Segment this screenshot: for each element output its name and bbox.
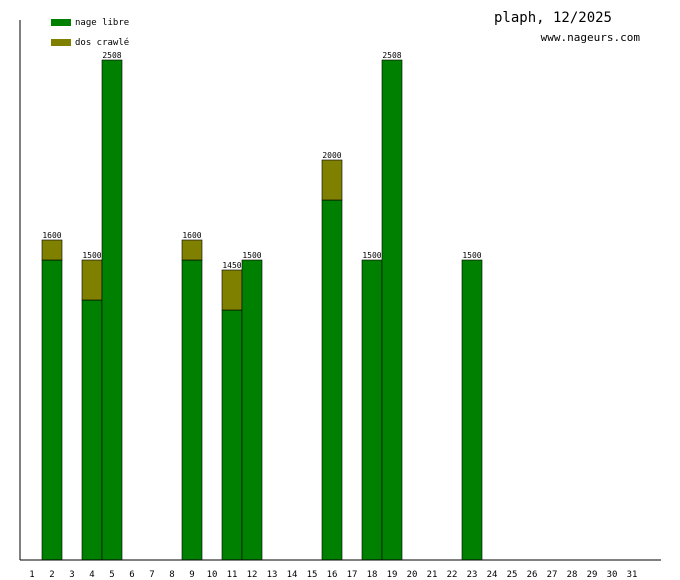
x-tick-label: 16 [327,570,338,580]
bar-total-label: 1600 [182,231,201,240]
bar-dos-crawle [41,239,63,261]
bars [41,59,483,561]
bar-dos-crawle [81,259,103,301]
x-tick-label: 30 [607,570,618,580]
x-tick-label: 23 [467,570,478,580]
x-tick-label: 19 [387,570,398,580]
bar-total-label: 2000 [322,151,341,160]
bar-total-label: 2508 [102,51,121,60]
x-tick-label: 14 [287,570,298,580]
bar-nage-libre [381,59,403,561]
x-tick-label: 5 [109,570,114,580]
bar-total-label: 1500 [242,251,261,260]
x-tick-label: 4 [89,570,94,580]
x-tick-label: 7 [149,570,154,580]
legend-swatch-dos-crawle [51,39,71,46]
x-tick-label: 22 [447,570,458,580]
x-tick-label: 10 [207,570,218,580]
x-tick-label: 20 [407,570,418,580]
x-tick-label: 28 [567,570,578,580]
legend-label-nage-libre: nage libre [75,18,129,28]
bar-nage-libre [181,259,203,561]
x-tick-label: 12 [247,570,258,580]
legend: nage libre dos crawlé [51,18,129,48]
bar-total-label: 1500 [82,251,101,260]
x-tick-label: 1 [29,570,34,580]
x-tick-labels: 1 2 3 4 5 6 7 8 9 10 11 12 13 14 15 16 17 18 19 20 21 22 23 24 2… [29,570,637,580]
bar-nage-libre [321,199,343,561]
x-tick-label: 9 [189,570,194,580]
chart-title: plaph, 12/2025 [494,10,612,26]
x-tick-label: 15 [307,570,318,580]
x-tick-label: 26 [527,570,538,580]
x-tick-label: 31 [627,570,638,580]
bar-nage-libre [241,259,263,561]
bar-total-label: 1500 [462,251,481,260]
bar-nage-libre [461,259,483,561]
bar-total-label: 2508 [382,51,401,60]
bar-nage-libre [41,259,63,561]
bar-nage-libre [101,59,123,561]
bar-total-label: 1600 [42,231,61,240]
x-tick-label: 3 [69,570,74,580]
x-tick-label: 18 [367,570,378,580]
x-tick-label: 29 [587,570,598,580]
x-tick-label: 6 [129,570,134,580]
bar-dos-crawle [181,239,203,261]
x-tick-label: 8 [169,570,174,580]
x-tick-label: 17 [347,570,358,580]
bar-total-label: 1500 [362,251,381,260]
x-tick-label: 11 [227,570,238,580]
bar-total-label: 1450 [222,261,241,270]
x-tick-label: 27 [547,570,558,580]
bar-dos-crawle [321,159,343,201]
x-tick-label: 24 [487,570,498,580]
x-tick-label: 2 [49,570,54,580]
chart-subtitle: www.nageurs.com [541,31,641,44]
bar-nage-libre [221,309,243,561]
bar-dos-crawle [221,269,243,311]
legend-swatch-nage-libre [51,19,71,26]
bar-nage-libre [81,299,103,561]
x-tick-label: 25 [507,570,518,580]
bar-nage-libre [361,259,383,561]
x-tick-label: 13 [267,570,278,580]
x-tick-label: 21 [427,570,438,580]
legend-label-dos-crawle: dos crawlé [75,37,129,48]
